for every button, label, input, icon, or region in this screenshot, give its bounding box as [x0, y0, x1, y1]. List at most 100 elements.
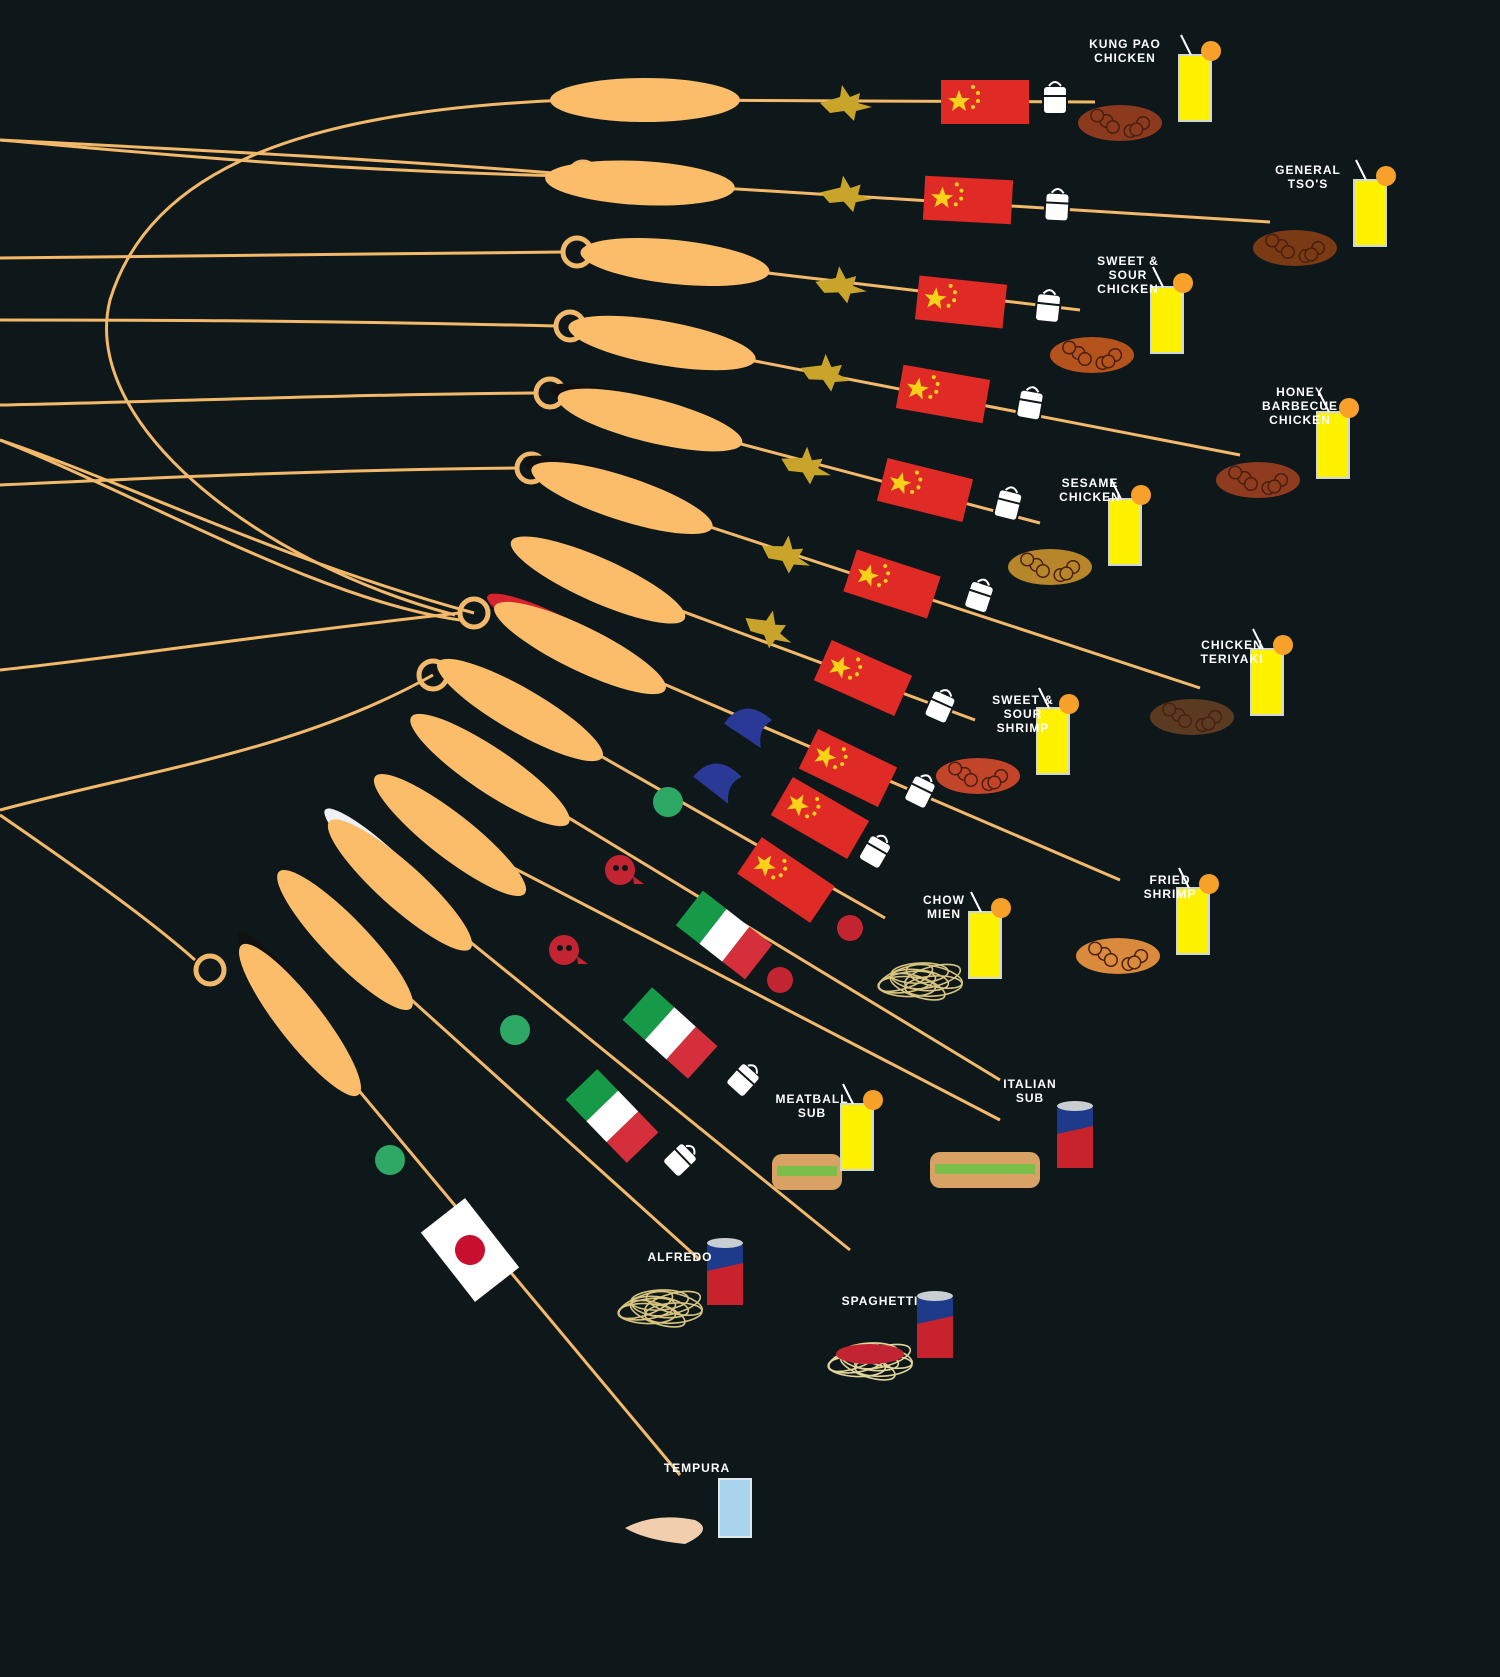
container-lid [866, 841, 888, 856]
flag-big-star [890, 472, 912, 495]
food-chunk [987, 775, 1002, 790]
skewer-stick [399, 883, 851, 1252]
flag-small-star [952, 298, 957, 303]
flag-red [606, 1111, 659, 1163]
container-lid [910, 782, 933, 795]
container-lid [736, 1068, 756, 1086]
flag-field [770, 776, 870, 860]
vegetable-dot-icon [653, 787, 683, 817]
glass [840, 1103, 874, 1171]
can-band [1057, 1126, 1093, 1168]
dish-illustration-4 [1008, 478, 1151, 585]
food-chunk [1088, 941, 1103, 956]
flag-small-star [805, 814, 810, 819]
container-body [1015, 388, 1045, 422]
dish-illustration-6 [936, 687, 1079, 794]
flag-field [914, 275, 1008, 329]
vegetable-dot-icon [500, 1015, 530, 1045]
connector-line-13 [0, 813, 196, 962]
container-handle [876, 834, 889, 844]
label-chow-mien: CHOW MIEN [923, 893, 965, 921]
flag-white [699, 909, 750, 962]
flag-small-star [931, 375, 936, 380]
flag-green [565, 1069, 619, 1122]
flag-small-star [953, 202, 958, 207]
noodle-strand [904, 975, 963, 998]
garnish-shape [762, 535, 811, 574]
china-flag-icon [770, 776, 870, 860]
flag-small-star [883, 564, 888, 569]
dish-illustration-7 [1076, 867, 1219, 974]
container-lid [1036, 301, 1061, 307]
flag-red [722, 926, 773, 980]
food-chunk [963, 772, 978, 788]
skewer-stick [449, 833, 1001, 1122]
glass [1353, 179, 1387, 247]
food [1076, 938, 1160, 974]
glass [1036, 707, 1070, 775]
food [1008, 549, 1092, 585]
takeout-box-icon [858, 834, 892, 870]
can-band [707, 1263, 743, 1305]
meat-tail [633, 876, 644, 884]
flag-small-star [815, 797, 820, 802]
takeout-box-icon [1043, 188, 1071, 223]
label-honey-barbecue-chicken: HONEY BARBECUE CHICKEN [1261, 385, 1339, 427]
flag-small-star [877, 583, 882, 588]
scallion-icon [820, 175, 872, 213]
flag-small-star [778, 873, 783, 878]
sub-filling [777, 1166, 837, 1176]
container-body [1042, 85, 1068, 115]
skewer-row-3 [553, 309, 1241, 457]
flag-white [586, 1090, 639, 1143]
corndog-bun [510, 536, 686, 624]
corndog-bun [568, 315, 756, 371]
flag-big-star [907, 377, 929, 400]
shrimp-tail-icon [724, 708, 773, 749]
flag-small-star [910, 489, 915, 494]
flag-field [876, 458, 974, 522]
lemonade-glass-icon [1108, 478, 1151, 566]
flag-big-star [829, 656, 851, 679]
dish-illustration-10 [772, 1083, 883, 1190]
glass [718, 1478, 752, 1538]
dish-illustration-11 [827, 1291, 953, 1381]
orange-slice [1199, 874, 1219, 894]
skewer-ring [193, 953, 227, 987]
takeout-box-icon [992, 486, 1024, 522]
china-flag-icon [843, 549, 941, 619]
flag-green [675, 890, 727, 944]
flag-big-star [931, 186, 954, 208]
connector-line-extra-b [0, 438, 475, 615]
orange-slice [1173, 273, 1193, 293]
takeout-box-icon [1042, 81, 1068, 115]
straw [1038, 687, 1050, 709]
orange-slice [1273, 635, 1293, 655]
italy-flag-icon [675, 890, 773, 980]
container-body [662, 1142, 698, 1178]
china-flag-icon [876, 458, 974, 522]
corndog-bun [580, 237, 770, 287]
glass [1176, 887, 1210, 955]
straw [842, 1083, 854, 1105]
lemonade-glass-icon [1178, 34, 1221, 122]
corndog-bun [550, 78, 740, 122]
flag-red [666, 1026, 718, 1079]
container-handle [685, 1144, 696, 1155]
flag-small-star [959, 188, 964, 193]
skewer-row-1 [545, 159, 1271, 225]
container-lid [1018, 397, 1043, 405]
flag-small-star [883, 578, 888, 583]
dish-illustration-0 [1078, 34, 1221, 141]
scallion-icon [820, 85, 872, 121]
flag-field [843, 549, 941, 619]
skewer-row-13 [193, 932, 682, 1476]
flag-small-star [848, 675, 853, 680]
vegetable-dot-icon [375, 1145, 405, 1175]
flag-white [644, 1007, 696, 1060]
lemonade-glass-icon [840, 1083, 883, 1171]
garnish-shape [724, 708, 773, 749]
dish-illustration-13 [625, 1478, 752, 1544]
flag-small-star [954, 182, 959, 187]
container-handle [1048, 81, 1062, 87]
